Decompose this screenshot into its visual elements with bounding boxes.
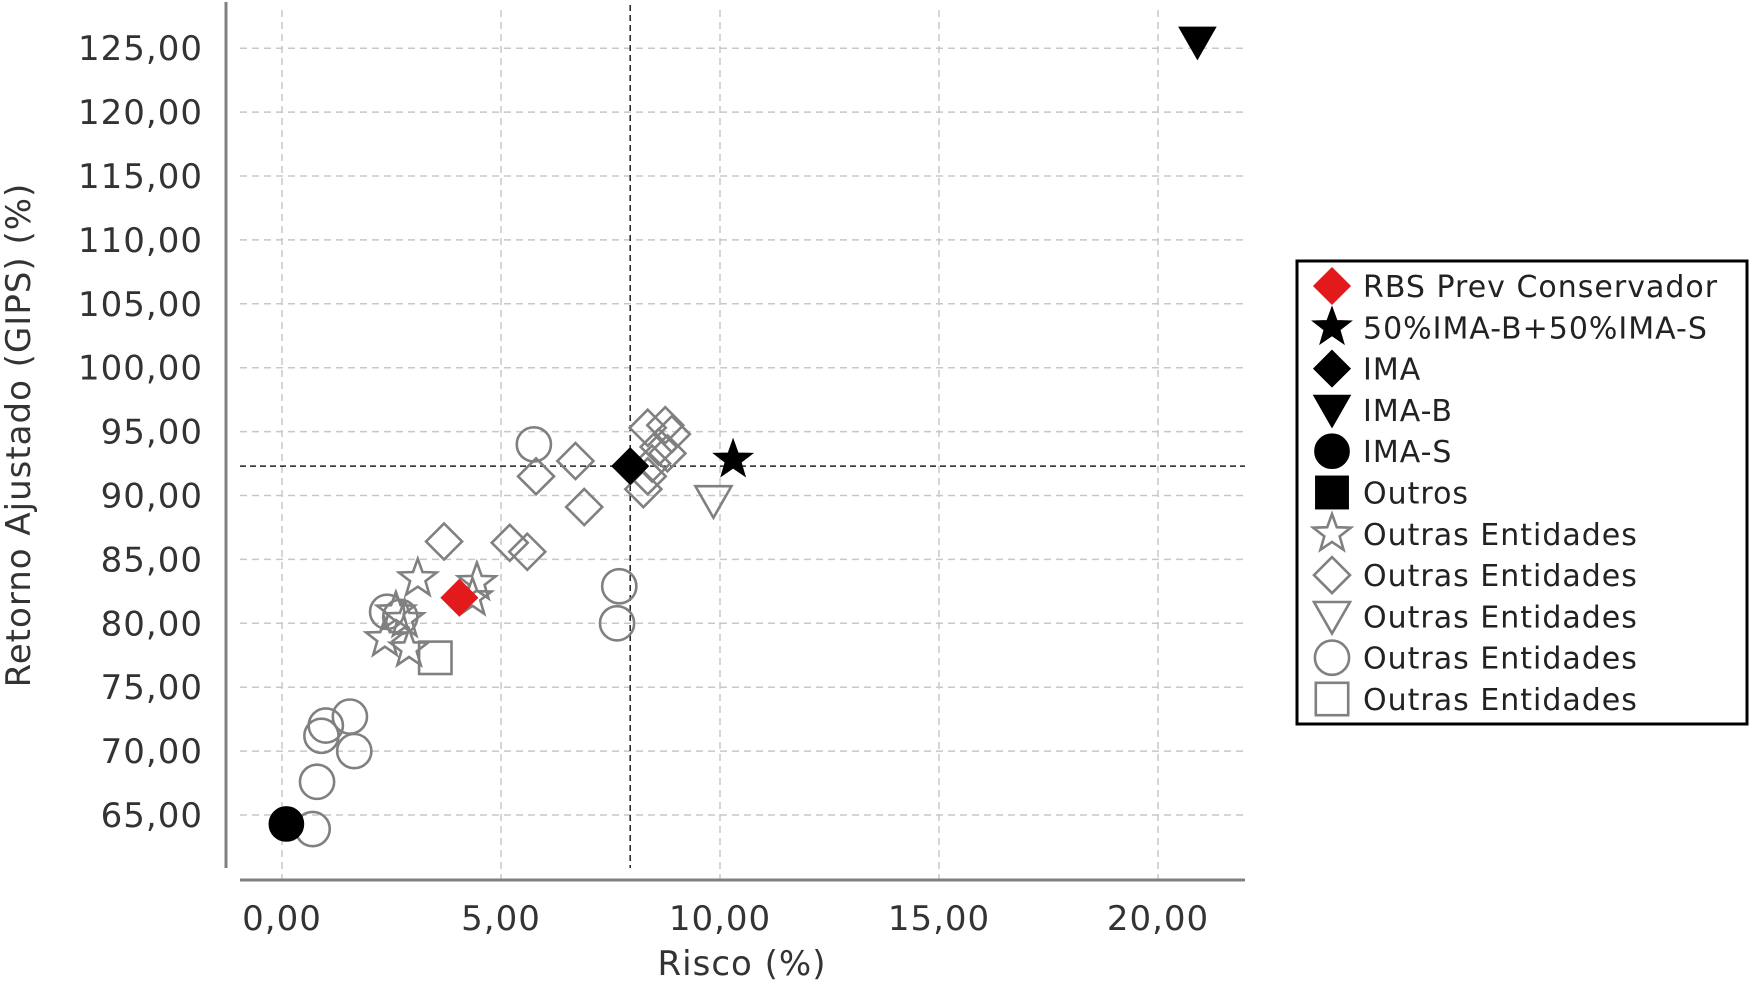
y-tick-label: 75,00 (101, 668, 203, 708)
legend-label: 50%IMA-B+50%IMA-S (1363, 311, 1708, 346)
legend-label: Outros (1363, 477, 1469, 512)
point-star-filled (712, 437, 755, 478)
axes (224, 2, 1245, 882)
y-tick-label: 95,00 (101, 413, 203, 453)
legend-label: IMA (1363, 353, 1421, 388)
reference-lines (240, 5, 1245, 868)
x-tick-label: 15,00 (888, 899, 990, 939)
legend-marker (1312, 555, 1352, 595)
x-axis-title: Risco (%) (658, 944, 827, 984)
point-square-open (417, 640, 453, 676)
y-tick-label: 70,00 (101, 732, 203, 772)
point-circle-filled (268, 806, 305, 842)
point-diamond-filled (440, 578, 479, 617)
point-diamond-open (507, 531, 548, 572)
legend: RBS Prev Conservador 50%IMA-B+50%IMA-S IMA… (1295, 259, 1749, 726)
legend-label: Outras Entidades (1363, 600, 1638, 635)
point-diamond-open (638, 427, 679, 467)
point-circle-open (515, 425, 553, 463)
y-axis-title: Retorno Ajustado (GIPS) (%) (0, 183, 39, 688)
y-tick-label: 115,00 (78, 157, 203, 197)
point-star-open (382, 595, 428, 639)
y-tick-label: 100,00 (78, 349, 203, 389)
tick-labels: 0,00 5,00 10,00 15,00 20,00 65,00 70,00 75,00 80… (78, 29, 1209, 939)
y-tick-label: 80,00 (101, 604, 203, 644)
legend-label: Outras Entidades (1363, 518, 1638, 553)
point-diamond-open (555, 441, 596, 481)
point-diamond-filled (611, 447, 650, 486)
legend-marker (1312, 394, 1352, 429)
data-points (268, 26, 1217, 848)
point-star-open (395, 554, 441, 598)
legend-label: RBS Prev Conservador (1363, 270, 1718, 305)
legend-label: Outras Entidades (1363, 683, 1638, 718)
legend-marker (1314, 433, 1350, 470)
point-diamond-open (424, 521, 464, 562)
grid-lines (240, 10, 1245, 880)
legend-marker (1313, 639, 1351, 677)
legend-marker (1312, 266, 1352, 306)
y-tick-label: 85,00 (101, 540, 203, 580)
y-tick-label: 110,00 (78, 221, 203, 261)
point-circle-open (335, 732, 373, 770)
point-diamond-open (489, 522, 530, 563)
y-tick-label: 65,00 (101, 796, 203, 836)
legend-box (1295, 259, 1749, 726)
point-circle-open (381, 598, 419, 636)
point-diamond-open (516, 456, 556, 497)
x-tick-label: 20,00 (1107, 899, 1209, 939)
legend-marker (1312, 349, 1352, 388)
legend-label: Outras Entidades (1363, 642, 1638, 677)
point-diamond-open (645, 405, 686, 446)
x-tick-label: 5,00 (461, 899, 541, 939)
legend-marker (1311, 305, 1353, 346)
legend-marker (1315, 475, 1349, 510)
legend-label: IMA-B (1363, 394, 1453, 429)
point-triangle-down-open (693, 484, 734, 521)
x-tick-label: 10,00 (669, 899, 771, 939)
legend-label: IMA-S (1363, 435, 1452, 470)
legend-marker (1309, 510, 1355, 553)
y-tick-label: 105,00 (78, 285, 203, 325)
point-circle-open (598, 604, 636, 642)
point-circle-open (298, 763, 336, 801)
y-tick-label: 125,00 (78, 29, 203, 69)
y-tick-label: 90,00 (101, 477, 203, 517)
y-tick-label: 120,00 (78, 93, 203, 133)
x-tick-label: 0,00 (242, 899, 322, 939)
point-circle-open (303, 717, 340, 755)
point-diamond-open (564, 487, 605, 527)
point-triangle-down-filled (1178, 26, 1217, 61)
legend-marker (1314, 681, 1350, 717)
legend-marker (1311, 600, 1353, 637)
point-circle-open (600, 567, 638, 605)
point-star-open (373, 588, 419, 631)
legend-label: Outras Entidades (1363, 559, 1638, 594)
point-diamond-open (627, 407, 668, 448)
